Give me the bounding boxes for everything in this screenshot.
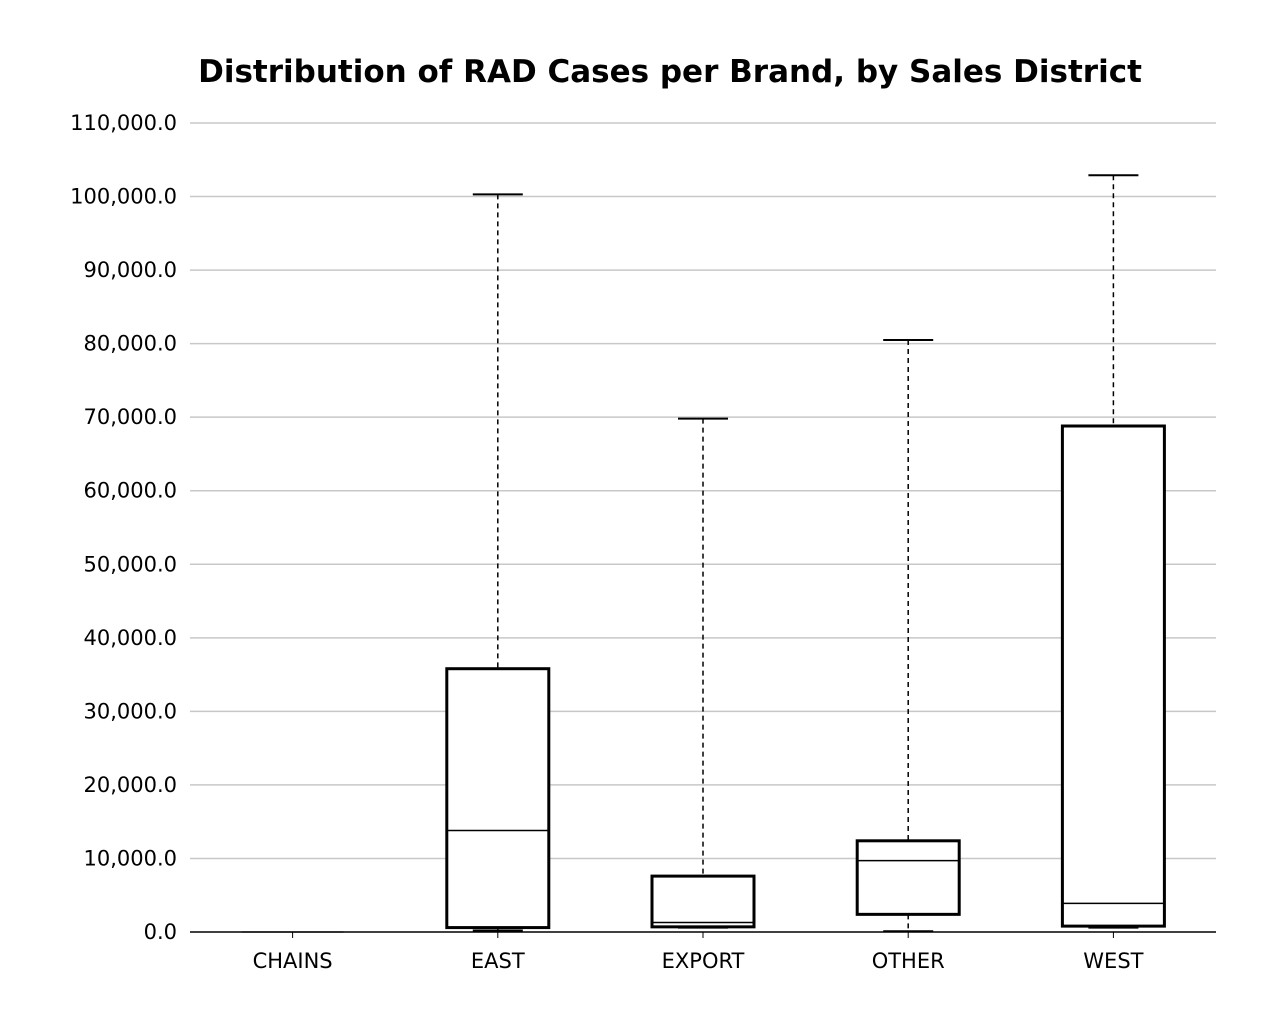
- iqr-box: [855, 839, 961, 916]
- x-tick-label: EAST: [471, 949, 525, 973]
- y-tick-label: 0.0: [144, 920, 177, 944]
- y-tick-label: 50,000.0: [83, 552, 177, 576]
- iqr-box: [1060, 424, 1166, 928]
- chart-title: Distribution of RAD Cases per Brand, by …: [198, 54, 1142, 90]
- box-export: [650, 417, 756, 929]
- x-tick-label: OTHER: [872, 949, 945, 973]
- y-tick-label: 10,000.0: [83, 846, 177, 870]
- y-tick-label: 110,000.0: [70, 111, 177, 135]
- y-tick-label: 70,000.0: [83, 405, 177, 429]
- y-tick-label: 30,000.0: [83, 699, 177, 723]
- x-tick-label: EXPORT: [662, 949, 745, 973]
- boxes: [241, 174, 1166, 933]
- y-tick-label: 90,000.0: [83, 258, 177, 282]
- iqr-box: [445, 667, 551, 930]
- y-tick-label: 60,000.0: [83, 479, 177, 503]
- x-tick-label: WEST: [1083, 949, 1143, 973]
- y-tick-label: 100,000.0: [70, 185, 177, 209]
- y-tick-label: 20,000.0: [83, 773, 177, 797]
- iqr-box: [650, 874, 756, 929]
- y-tick-label: 80,000.0: [83, 332, 177, 356]
- x-axis-ticks: CHAINS EAST EXPORT OTHER WEST: [253, 932, 1144, 973]
- box-east: [445, 193, 551, 932]
- y-axis-ticks: 0.0 10,000.0 20,000.0 30,000.0 40,000.0 50,00…: [70, 111, 177, 944]
- box-west: [1060, 174, 1166, 929]
- box-other: [855, 338, 961, 933]
- y-tick-label: 40,000.0: [83, 626, 177, 650]
- x-tick-label: CHAINS: [253, 949, 333, 973]
